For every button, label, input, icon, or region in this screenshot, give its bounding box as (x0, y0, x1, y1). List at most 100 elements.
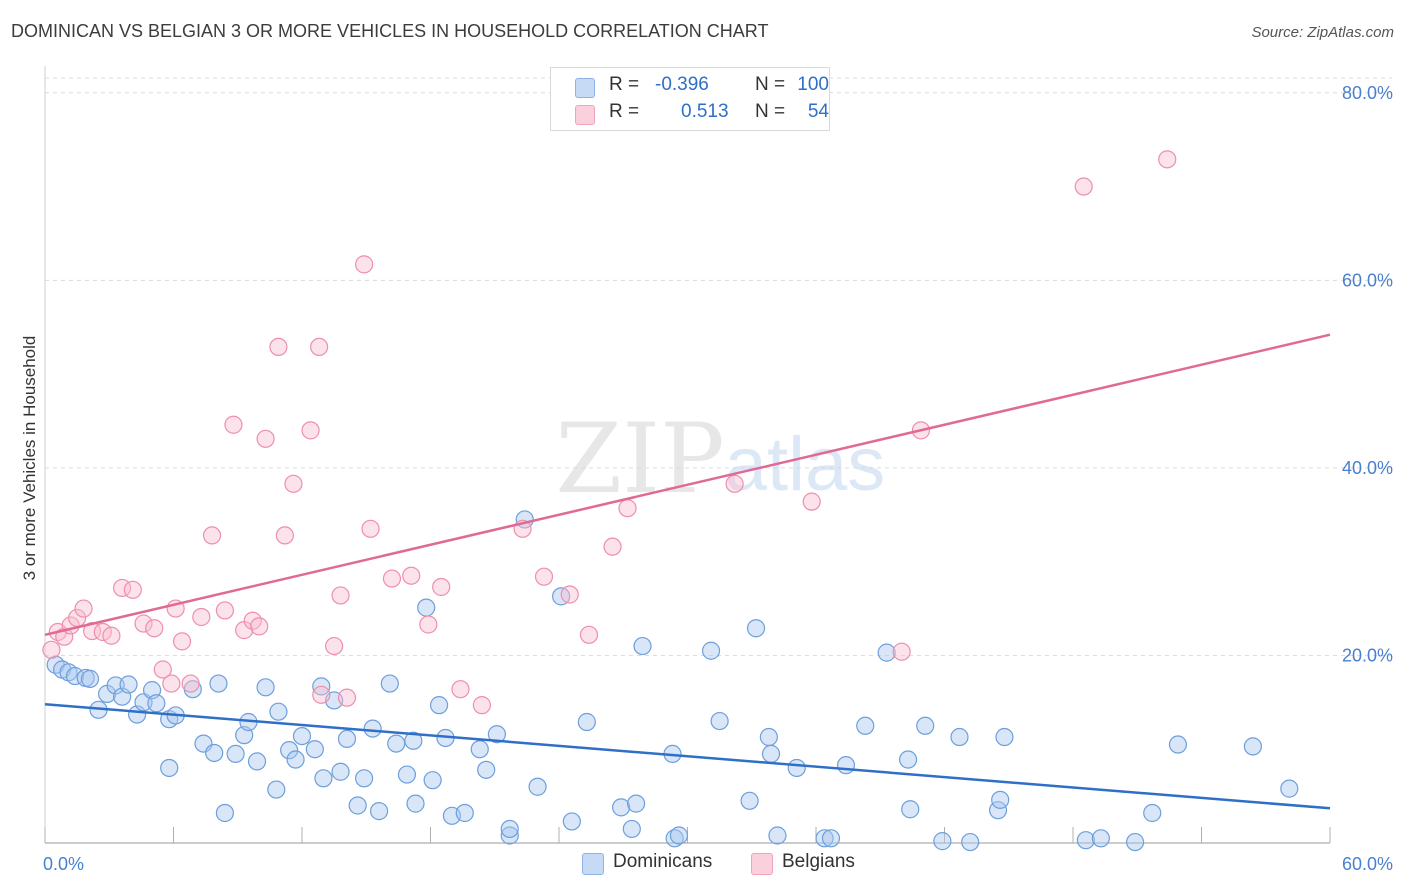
dominican-point (305, 740, 324, 759)
belgian-point (162, 674, 181, 693)
belgian-point (892, 642, 911, 661)
dominican-point (991, 790, 1010, 809)
y-tick-label: 60.0% (1342, 270, 1393, 290)
belgian-point (432, 577, 451, 597)
y-tick-label: 20.0% (1342, 645, 1393, 665)
dominican-point (404, 731, 423, 750)
belgian-point (451, 680, 470, 699)
series-label-belgians: Belgians (782, 851, 855, 872)
belgian-point (337, 688, 357, 707)
dominican-point (429, 696, 449, 715)
dominican-point (267, 780, 286, 799)
dominican-point (710, 711, 729, 731)
dominican-point (740, 791, 759, 810)
dominican-point (256, 678, 275, 697)
dominican-point (1091, 829, 1110, 848)
dominican-point (280, 741, 299, 760)
dominican-point (761, 744, 781, 764)
dominican-point (205, 743, 224, 763)
y-tick-label: 40.0% (1342, 458, 1393, 478)
dominican-point (622, 819, 641, 839)
legend-r-value: -0.396 (655, 74, 709, 95)
dominican-point (348, 796, 367, 815)
dominican-point (292, 726, 312, 746)
dominican-point (856, 716, 875, 735)
belgian-point (134, 614, 153, 633)
dominican-point (455, 803, 474, 823)
dominican-point (160, 758, 179, 778)
dominican-point (821, 829, 841, 848)
belgian-point (603, 537, 622, 556)
legend-r-value: 0.513 (681, 101, 729, 122)
source-label: Source: ZipAtlas.com (1251, 24, 1394, 41)
belgian-point (618, 499, 637, 518)
dominican-point (626, 794, 646, 813)
dominican-point (397, 765, 417, 784)
dominican-point (633, 636, 652, 656)
dominican-point (898, 750, 918, 769)
y-axis-title: 3 or more Vehicles in Household (20, 335, 39, 581)
dominican-point (380, 674, 399, 693)
dominican-point (209, 674, 228, 693)
dominican-point (577, 712, 596, 732)
dominican-point (226, 744, 245, 764)
belgian-point (802, 492, 821, 511)
watermark-atlas: atlas (725, 422, 886, 507)
dominican-point (916, 716, 935, 735)
dominican-point (1280, 779, 1299, 798)
belgian-point (224, 415, 243, 434)
belgian-point (312, 685, 331, 704)
dominican-point (768, 826, 787, 845)
belgian-point (42, 640, 61, 659)
belgian-point (269, 337, 288, 357)
belgian-point (153, 660, 172, 679)
dominican-point (106, 676, 125, 695)
x-tick-label: 0.0% (43, 854, 84, 874)
legend-swatch-dominicans (575, 78, 595, 98)
dominican-point (562, 812, 581, 831)
dominican-point (877, 643, 896, 662)
legend-r-key: R = (609, 101, 640, 122)
series-swatch-dominicans (582, 853, 604, 875)
axes (44, 66, 1331, 844)
belgian-point (181, 674, 200, 693)
dominican-point (1168, 735, 1188, 754)
belgian-point (301, 421, 320, 440)
legend-n-key: N = (755, 74, 786, 95)
legend-r-key: R = (609, 74, 640, 95)
chart-title: DOMINICAN VS BELGIAN 3 OR MORE VEHICLES … (11, 21, 769, 41)
dominican-point (669, 826, 689, 845)
belgian-point (284, 474, 303, 493)
dominicans-trend-line (44, 702, 1331, 810)
belgian-point (123, 580, 142, 599)
dominican-point (1243, 737, 1263, 756)
belgians-points (42, 150, 1177, 715)
dominican-point (759, 727, 778, 747)
belgian-point (215, 601, 234, 620)
dominican-point (80, 669, 100, 688)
belgian-point (202, 526, 222, 545)
dominican-point (612, 798, 631, 817)
dominican-point (487, 725, 506, 744)
dominican-point (215, 803, 234, 823)
belgian-point (382, 569, 402, 588)
dominican-point (269, 702, 288, 721)
dominican-point (286, 750, 305, 769)
belgian-point (275, 526, 294, 545)
dominican-point (119, 675, 138, 694)
belgian-point (192, 607, 211, 627)
dominican-point (370, 802, 389, 821)
dominican-point (331, 762, 350, 781)
dominicans-points (46, 510, 1299, 852)
dominican-point (355, 769, 374, 788)
trend-lines (44, 333, 1331, 810)
dominican-point (337, 729, 357, 749)
dominican-point (901, 800, 920, 819)
y-tick-label: 80.0% (1342, 83, 1393, 103)
belgian-point (472, 696, 491, 715)
dominican-point (701, 641, 721, 660)
belgian-point (256, 429, 275, 448)
dominican-point (500, 826, 519, 845)
dominican-point (950, 727, 969, 747)
